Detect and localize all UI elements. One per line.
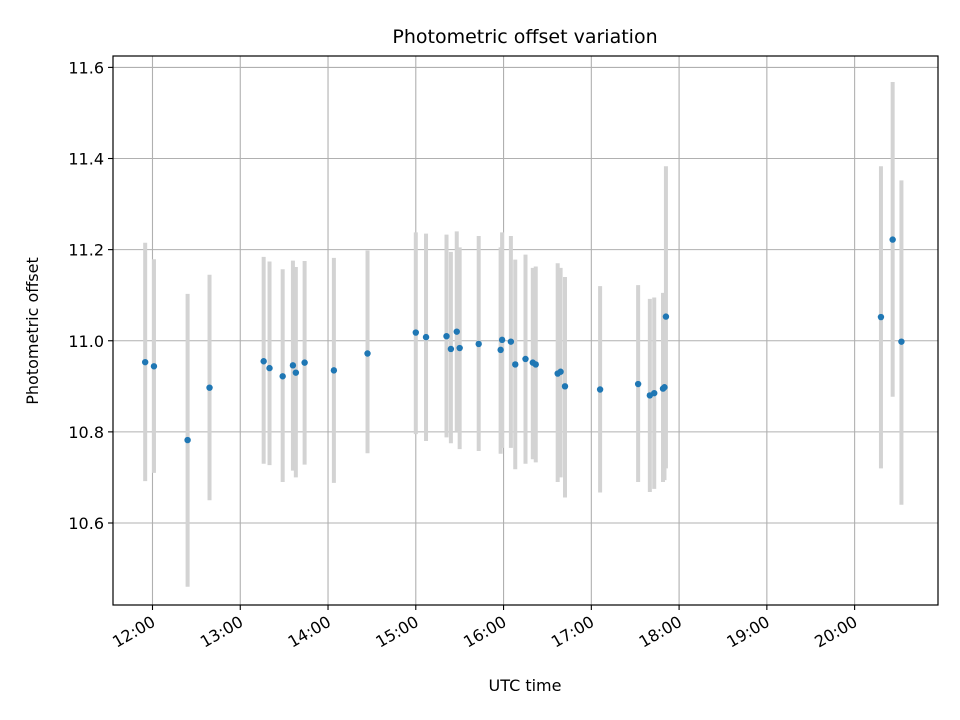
y-tick-label: 11.0	[68, 332, 104, 351]
data-points	[141, 236, 905, 444]
data-point	[412, 329, 419, 336]
data-point	[497, 346, 504, 354]
y-tick-label: 11.4	[68, 150, 104, 169]
data-point	[596, 386, 604, 393]
x-tick-label: 18:00	[636, 612, 685, 652]
data-point	[443, 332, 450, 340]
x-tick-label: 14:00	[285, 612, 334, 652]
data-point	[206, 384, 213, 391]
data-point	[453, 328, 460, 335]
data-point	[456, 344, 463, 352]
data-point	[330, 367, 338, 374]
y-tick-label: 11.2	[68, 241, 104, 260]
y-tick-label: 10.6	[68, 514, 104, 533]
data-point	[651, 389, 658, 397]
data-point	[141, 358, 149, 366]
data-point	[898, 338, 905, 345]
y-axis-label: Photometric offset	[23, 257, 42, 405]
data-point	[279, 373, 286, 380]
data-point	[507, 338, 515, 345]
x-tick-label: 17:00	[548, 612, 597, 652]
data-point	[532, 361, 539, 368]
x-tick-label: 19:00	[723, 612, 772, 652]
x-tick-label: 20:00	[811, 612, 860, 652]
data-point	[289, 362, 297, 369]
data-point	[877, 313, 885, 321]
data-point	[662, 313, 670, 320]
data-point	[447, 345, 455, 353]
data-point	[661, 384, 668, 391]
x-tick-label: 15:00	[372, 612, 421, 652]
data-point	[561, 383, 569, 390]
data-point	[292, 369, 300, 376]
data-point	[475, 340, 482, 348]
data-point	[557, 368, 564, 375]
data-point	[522, 355, 529, 363]
x-tick-label: 12:00	[109, 612, 158, 652]
x-tick-label: 13:00	[197, 612, 246, 652]
x-axis-label: UTC time	[489, 676, 562, 695]
x-tick-label: 16:00	[460, 612, 509, 652]
data-point	[889, 236, 896, 243]
error-bars	[143, 81, 904, 587]
data-point	[260, 358, 267, 365]
chart-title: Photometric offset variation	[392, 26, 657, 48]
data-point	[498, 336, 506, 344]
data-point	[266, 364, 273, 372]
plot-frame	[112, 55, 939, 606]
data-point	[364, 350, 371, 357]
data-point	[422, 333, 430, 341]
data-point	[150, 363, 158, 370]
y-tick-label: 11.6	[68, 58, 104, 77]
y-tick-label: 10.8	[68, 423, 104, 442]
y-axis-ticks: 10.6 10.8 11.0 11.2 11.4 11.6	[68, 58, 113, 533]
x-axis-ticks: 12:00 13:00 14:00 15:00 16:00 17:00 18:00 19:00…	[109, 605, 861, 652]
data-point	[512, 361, 519, 368]
data-point	[634, 380, 642, 388]
data-point	[184, 436, 191, 444]
data-point	[301, 359, 308, 366]
